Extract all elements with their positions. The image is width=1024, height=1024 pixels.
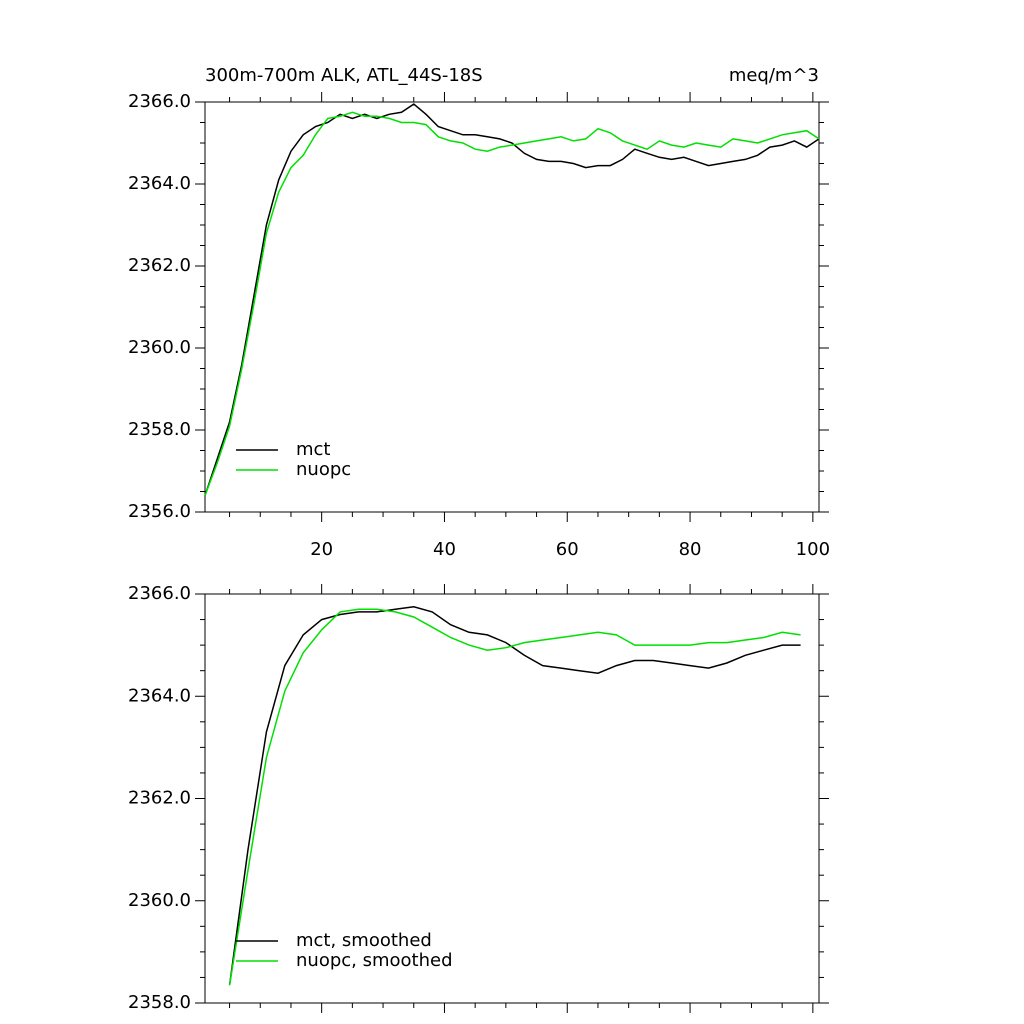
legend-label: mct, smoothed — [296, 930, 432, 951]
y-tick-label: 2366.0 — [128, 583, 191, 604]
y-tick-label: 2362.0 — [128, 788, 191, 809]
y-tick-label: 2356.0 — [128, 501, 191, 522]
series-line — [204, 111, 820, 496]
legend-label: nuopc — [296, 459, 351, 480]
legend-label: mct — [296, 439, 331, 460]
y-tick-label: 2358.0 — [128, 992, 191, 1013]
y-tick-label: 2360.0 — [128, 337, 191, 358]
x-tick-label: 40 — [433, 539, 456, 560]
units-label: meq/m^3 — [729, 65, 819, 86]
series-line — [228, 606, 801, 986]
chart-title: 300m-700m ALK, ATL_44S-18S — [205, 65, 483, 86]
y-tick-label: 2360.0 — [128, 890, 191, 911]
y-tick-label: 2364.0 — [128, 685, 191, 706]
y-tick-label: 2358.0 — [128, 419, 191, 440]
y-tick-label: 2364.0 — [128, 173, 191, 194]
x-tick-label: 80 — [679, 539, 702, 560]
series-line — [228, 608, 801, 986]
legend-label: nuopc, smoothed — [296, 950, 453, 971]
x-tick-label: 60 — [556, 539, 579, 560]
series-line — [204, 103, 820, 496]
x-tick-label: 20 — [310, 539, 333, 560]
y-tick-label: 2366.0 — [128, 91, 191, 112]
y-tick-label: 2362.0 — [128, 255, 191, 276]
x-tick-label: 100 — [796, 539, 830, 560]
